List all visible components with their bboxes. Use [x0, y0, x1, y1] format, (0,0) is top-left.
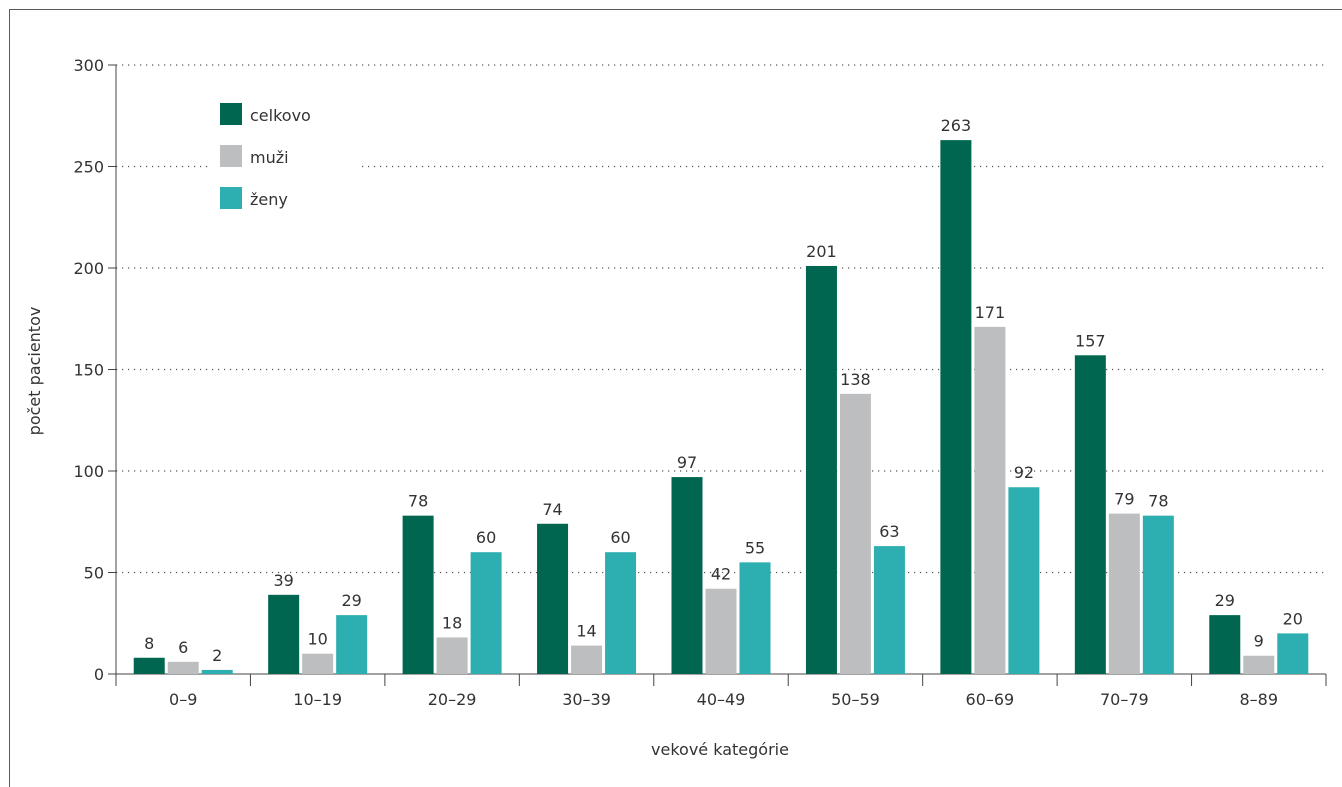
x-tick-label: 0–9 [169, 690, 197, 709]
bar-ženy [739, 562, 771, 674]
bar-ženy [201, 669, 233, 674]
bar-muži [302, 653, 334, 674]
legend-label: muži [250, 148, 289, 167]
data-label: 78 [408, 492, 428, 511]
x-tick-label: 40–49 [697, 690, 746, 709]
x-tick-label: 8–89 [1240, 690, 1279, 709]
data-label: 92 [1014, 463, 1034, 482]
bar-celkovo [268, 594, 300, 674]
x-tick-label: 50–59 [831, 690, 880, 709]
y-tick-label: 0 [94, 665, 104, 684]
data-label: 60 [476, 528, 496, 547]
bar-ženy [470, 552, 502, 674]
bar-celkovo [805, 265, 837, 674]
data-label: 60 [610, 528, 630, 547]
legend-swatch [220, 187, 242, 209]
bar-muži [705, 588, 737, 674]
bar-ženy [336, 615, 368, 674]
bar-muži [974, 326, 1006, 674]
data-label: 42 [711, 565, 731, 584]
y-axis: 0 50 100 150 200 250 300 [73, 56, 117, 684]
x-axis: 0–9 10–19 20–29 30–39 40–49 50–59 60–69 70–79 8–… [115, 673, 1327, 709]
bar-ženy [1008, 487, 1040, 674]
x-tick-label: 20–29 [428, 690, 477, 709]
legend-label: celkovo [250, 106, 311, 125]
data-label: 138 [840, 370, 871, 389]
data-label: 78 [1148, 492, 1168, 511]
y-tick-label: 50 [84, 564, 104, 583]
bar-ženy [873, 546, 905, 674]
bar-celkovo [133, 657, 165, 674]
bar-celkovo [671, 477, 703, 674]
data-label: 10 [307, 630, 327, 649]
x-tick-label: 10–19 [293, 690, 342, 709]
data-label: 97 [677, 453, 697, 472]
bar-muži [1243, 655, 1275, 674]
x-tick-label: 70–79 [1100, 690, 1149, 709]
data-label: 201 [806, 242, 837, 261]
bar-celkovo [940, 140, 972, 675]
bar-muži [167, 661, 199, 674]
y-tick-label: 200 [73, 259, 104, 278]
y-tick-label: 250 [73, 158, 104, 177]
y-tick-label: 100 [73, 462, 104, 481]
data-label: 2 [212, 646, 222, 665]
bar-ženy [1142, 515, 1174, 674]
data-label: 29 [1215, 591, 1235, 610]
data-label: 14 [576, 622, 596, 641]
bars [133, 140, 1309, 675]
data-label: 18 [442, 613, 462, 632]
legend-swatch [220, 103, 242, 125]
bar-ženy [605, 552, 637, 674]
data-label: 20 [1283, 609, 1303, 628]
data-label: 29 [341, 591, 361, 610]
bar-muži [436, 637, 468, 674]
data-label: 55 [745, 538, 765, 557]
data-label: 74 [542, 500, 562, 519]
data-label: 79 [1114, 490, 1134, 509]
data-label: 157 [1075, 331, 1106, 350]
data-label: 9 [1254, 632, 1264, 651]
y-tick-label: 300 [73, 56, 104, 75]
data-label: 263 [941, 116, 972, 135]
x-tick-label: 30–39 [562, 690, 611, 709]
legend-swatch [220, 145, 242, 167]
x-axis-title: vekové kategórie [651, 740, 789, 759]
data-label: 39 [273, 571, 293, 590]
data-label: 6 [178, 638, 188, 657]
bar-ženy [1277, 633, 1309, 674]
bar-celkovo [537, 523, 569, 674]
data-label: 171 [975, 303, 1006, 322]
bar-celkovo [1074, 355, 1106, 674]
legend: celkovo muži ženy [212, 97, 362, 215]
y-tick-label: 150 [73, 361, 104, 380]
bar-celkovo [1209, 615, 1241, 674]
data-label: 8 [144, 634, 154, 653]
x-tick-label: 60–69 [966, 690, 1015, 709]
bar-muži [1108, 513, 1140, 674]
legend-label: ženy [250, 190, 288, 209]
bar-muži [839, 393, 871, 674]
bar-celkovo [402, 515, 434, 674]
bar-muži [571, 645, 603, 674]
data-label: 63 [879, 522, 899, 541]
chart-frame [9, 9, 1342, 787]
y-axis-title: počet pacientov [25, 307, 44, 436]
